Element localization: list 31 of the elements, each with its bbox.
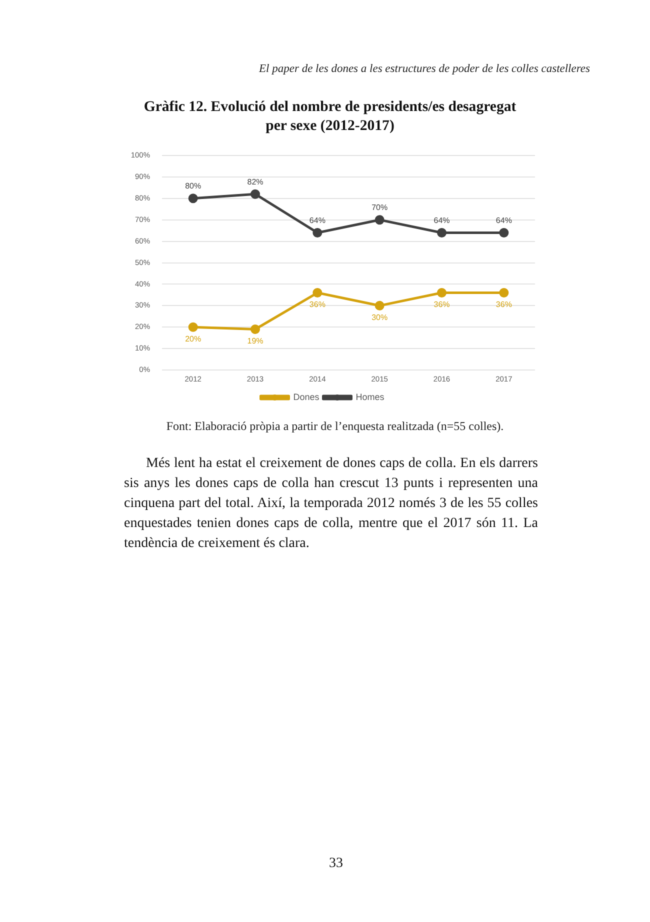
point	[437, 288, 446, 298]
data-label: 30%	[372, 312, 388, 322]
data-label: 36%	[309, 300, 326, 309]
legend-label: Dones	[293, 392, 320, 402]
point	[188, 322, 198, 332]
point	[374, 215, 384, 225]
data-label: 80%	[185, 182, 202, 191]
point	[188, 194, 198, 204]
point	[374, 300, 384, 310]
text: El paper de les dones a les estructures de poder de les colles castelleres	[259, 63, 590, 75]
data-label: 36%	[496, 300, 512, 309]
chart-title: Gràfic 12. Evolució del nombre de presidents/es desagregat per sexe (2012-2017)	[142, 98, 518, 136]
point	[437, 228, 446, 238]
data-label: 70%	[372, 203, 388, 212]
data-label: 19%	[247, 336, 264, 346]
text: 33	[328, 856, 344, 872]
point	[499, 228, 509, 238]
text: Font: Elaboració pròpia a partir de l’enquesta realitzada (n=55 colles).	[165, 419, 505, 434]
point	[250, 324, 260, 334]
data-label: 36%	[434, 300, 450, 309]
data-label: 64%	[434, 216, 450, 225]
data-label: 82%	[247, 177, 264, 186]
point	[499, 288, 509, 298]
data-label: 64%	[496, 216, 512, 225]
data-label: 20%	[185, 334, 202, 344]
point	[312, 228, 322, 238]
point	[312, 288, 322, 298]
text: Més lent ha estat el creixement de dones caps de colla. En els darrers sis anys les dones caps de colla han crescut 13 punts i representen una cinquena part del total. Així, la temporada 2012 només 3 de les 55 colles enquestades tenien dones caps de colla, mentre que el 2017 són 11. La tendència de creixement és clara.	[124, 455, 538, 553]
legend-label: Homes	[356, 392, 385, 402]
point	[250, 189, 260, 199]
data-label: 64%	[309, 216, 326, 225]
